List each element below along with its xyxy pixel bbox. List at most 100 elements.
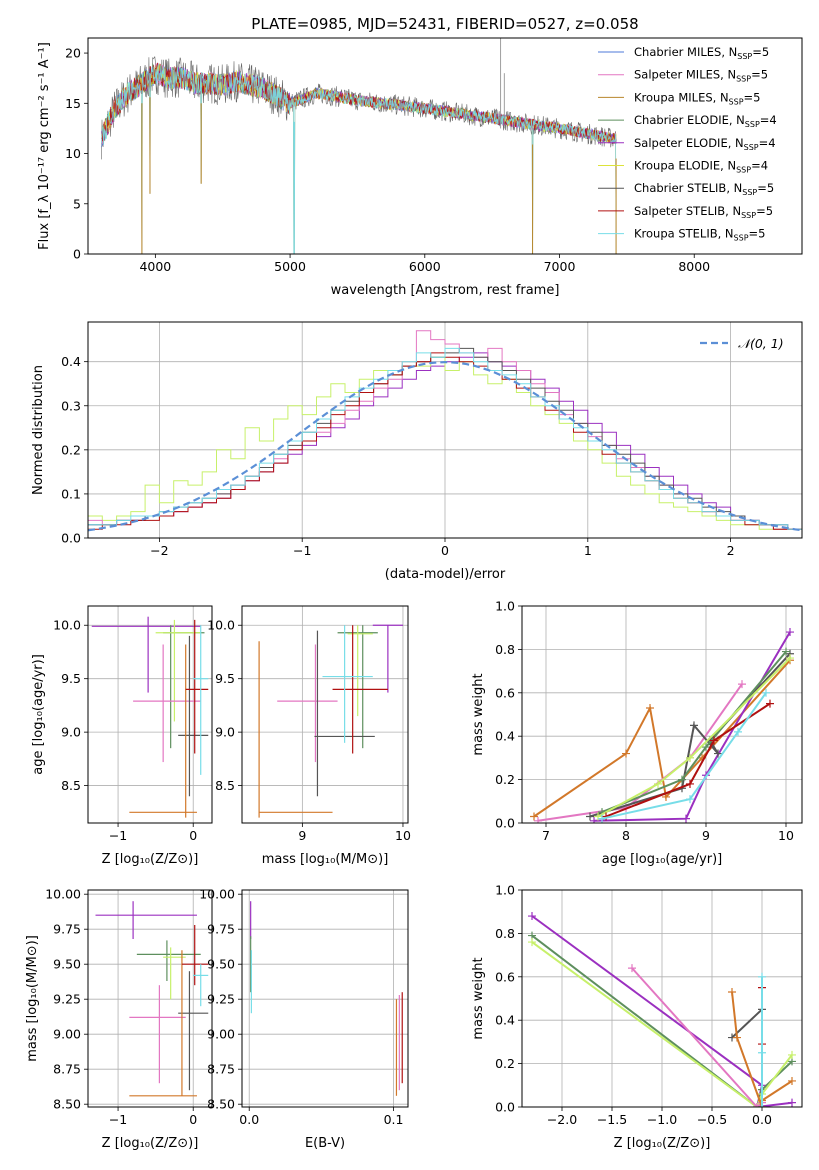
mass-weight-marker <box>782 647 790 656</box>
legend-label: Chabrier STELIB, NSSP=5 <box>634 181 774 197</box>
y-tick-label: 10.00 <box>199 887 235 902</box>
axes-age_vs_mass: 9 10 8.5 9.0 9.5 10.0 mass [log₁₀(M/M⊙)] <box>207 606 411 867</box>
mass-weight-marker <box>530 812 538 821</box>
x-tick-label: 0 <box>189 1112 197 1127</box>
y-tick-label: 8.5 <box>215 778 235 793</box>
y-tick-label: 10 <box>65 146 81 161</box>
x-axis-label: mass [log₁₀(M/M⊙)] <box>262 852 389 867</box>
mass-weight-marker <box>686 779 694 788</box>
mass-weight-marker <box>788 1098 796 1107</box>
mass-weight-marker <box>758 1103 766 1107</box>
y-tick-label: 0.0 <box>61 531 81 546</box>
mass-weight-marker <box>534 816 542 823</box>
y-tick-label: 10.00 <box>45 887 81 902</box>
x-tick-label: 10 <box>395 828 411 843</box>
x-tick-label: −0.5 <box>697 1112 727 1127</box>
x-tick-label: 8 <box>622 828 630 843</box>
y-axis-label: Flux [f_λ 10⁻¹⁷ erg cm⁻² s⁻¹ A⁻¹] <box>37 42 52 250</box>
y-tick-label: 9.0 <box>61 725 81 740</box>
mass-weight-series <box>605 702 771 818</box>
y-tick-label: 0.2 <box>495 1056 515 1071</box>
lines-massweight_vs_Z <box>528 912 796 1107</box>
mass-weight-marker <box>682 814 690 823</box>
y-tick-label: 0.6 <box>495 685 515 700</box>
axes-frame-residuals <box>87 321 803 539</box>
mass-weight-marker <box>758 972 766 981</box>
mass-weight-marker <box>738 680 746 689</box>
y-axis-label: mass weight <box>471 673 486 755</box>
x-tick-label: 0.0 <box>752 1112 772 1127</box>
y-tick-label: 0.2 <box>495 772 515 787</box>
x-tick-label: 8000 <box>678 259 710 274</box>
y-tick-label: 9.25 <box>207 992 235 1007</box>
x-tick-label: −1.5 <box>597 1112 627 1127</box>
axes-frame-massweight_vs_Z <box>521 889 803 1108</box>
x-tick-label: 5000 <box>274 259 306 274</box>
y-tick-label: 10.0 <box>207 618 235 633</box>
mass-weight-marker <box>714 749 722 758</box>
errorbars-mass_vs_Z <box>95 901 209 1097</box>
y-tick-label: 0 <box>73 247 81 262</box>
mass-weight-series <box>597 657 791 818</box>
mass-weight-marker <box>702 743 710 752</box>
y-tick-label: 0.0 <box>495 1100 515 1115</box>
y-tick-label: 9.75 <box>207 922 235 937</box>
mass-weight-marker <box>788 1076 796 1085</box>
y-axis-label: mass weight <box>471 957 486 1039</box>
y-tick-label: 1.0 <box>495 883 515 898</box>
errorbars-age_vs_Z <box>91 616 209 818</box>
y-tick-label: 9.50 <box>207 957 235 972</box>
x-tick-label: 10 <box>778 828 794 843</box>
spectrum-lines <box>101 38 617 254</box>
spectrum-series-line <box>101 64 617 254</box>
x-tick-label: −2.0 <box>547 1112 577 1127</box>
legend-label: Salpeter MILES, NSSP=5 <box>634 68 768 84</box>
y-tick-label: 0.8 <box>495 642 515 657</box>
y-tick-label: 8.5 <box>61 778 81 793</box>
x-tick-label: 4000 <box>139 259 171 274</box>
legend-label: Salpeter ELODIE, NSSP=4 <box>634 136 776 152</box>
axes-spectrum: 4000 5000 6000 7000 8000 0 5 10 15 20 wavelength [… <box>37 42 710 298</box>
axes-mass_vs_Z: −1 0 8.50 8.75 9.00 9.25 9.50 9.75 10.00 Z [log₁₀… <box>25 887 212 1151</box>
mass-weight-marker <box>586 812 594 821</box>
y-axis-label: mass [log₁₀(M/M⊙)] <box>25 935 40 1062</box>
x-tick-label: 1 <box>584 543 592 558</box>
x-axis-label: (data-model)/error <box>385 567 506 582</box>
mass-weight-marker <box>528 912 536 921</box>
y-tick-label: 0.4 <box>495 729 515 744</box>
y-tick-label: 0.3 <box>61 398 81 413</box>
x-tick-label: −2 <box>150 543 168 558</box>
y-tick-label: 8.50 <box>53 1097 81 1112</box>
mass-weight-marker <box>622 749 630 758</box>
x-tick-label: 6000 <box>409 259 441 274</box>
y-tick-label: 0.4 <box>495 1013 515 1028</box>
x-tick-label: −1 <box>109 828 127 843</box>
x-tick-label: 7 <box>542 828 550 843</box>
mass-weight-marker <box>654 779 662 788</box>
x-tick-label: −1.0 <box>647 1112 677 1127</box>
legend-label: Kroupa MILES, NSSP=5 <box>634 90 760 106</box>
x-axis-label: wavelength [Angstrom, rest frame] <box>331 283 560 298</box>
y-tick-label: 9.00 <box>207 1027 235 1042</box>
axes-frame-spectrum <box>87 37 803 255</box>
axes-frame-age_vs_mass <box>241 605 409 824</box>
legend-label: Kroupa STELIB, NSSP=5 <box>634 227 765 243</box>
mass-weight-marker <box>728 987 736 996</box>
y-tick-label: 9.25 <box>53 992 81 1007</box>
mass-weight-series <box>593 631 791 822</box>
axes-frame-massweight_vs_age <box>521 605 803 824</box>
x-tick-label: 0 <box>189 828 197 843</box>
y-tick-label: 9.5 <box>215 671 235 686</box>
mass-weight-marker <box>762 688 770 697</box>
x-tick-label: 0.1 <box>384 1112 404 1127</box>
lines-massweight_vs_age <box>530 628 794 823</box>
spectrum-legend: Chabrier MILES, NSSP=5 Salpeter MILES, NS… <box>598 45 777 243</box>
mass-weight-marker <box>766 699 774 708</box>
legend-label: Chabrier MILES, NSSP=5 <box>634 45 769 61</box>
mass-weight-marker <box>753 1103 761 1107</box>
x-tick-label: 0 <box>441 543 449 558</box>
mass-weight-marker <box>786 654 794 663</box>
mass-weight-marker <box>690 721 698 730</box>
mass-weight-marker <box>788 1050 796 1059</box>
mass-weight-marker <box>598 814 606 823</box>
